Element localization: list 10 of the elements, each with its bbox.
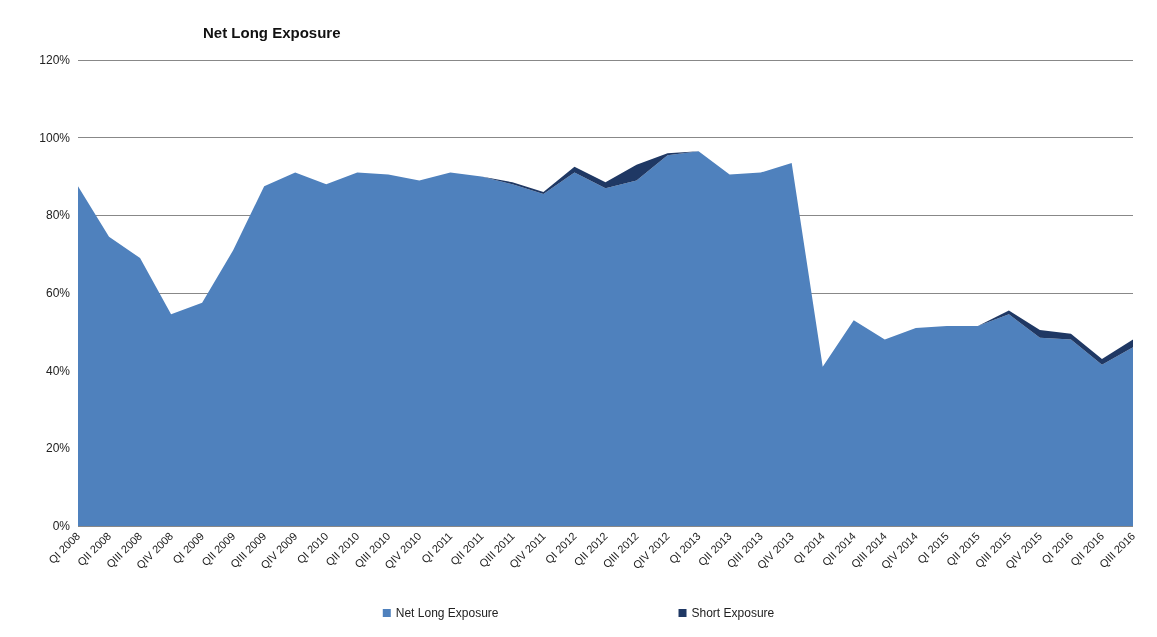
y-tick-label: 60%	[45, 286, 71, 300]
legend-label: Net Long Exposure	[395, 606, 499, 620]
y-tick-label: 100%	[39, 130, 71, 145]
y-tick-label: 80%	[45, 208, 71, 223]
y-tick-label: 120%	[39, 53, 71, 67]
y-tick-label: 40%	[45, 363, 71, 378]
legend-label: Short Exposure	[691, 606, 775, 620]
y-tick-label: 0%	[52, 519, 71, 533]
chart-title: Net Long Exposure	[203, 24, 341, 41]
y-tick-label: 20%	[45, 441, 71, 456]
